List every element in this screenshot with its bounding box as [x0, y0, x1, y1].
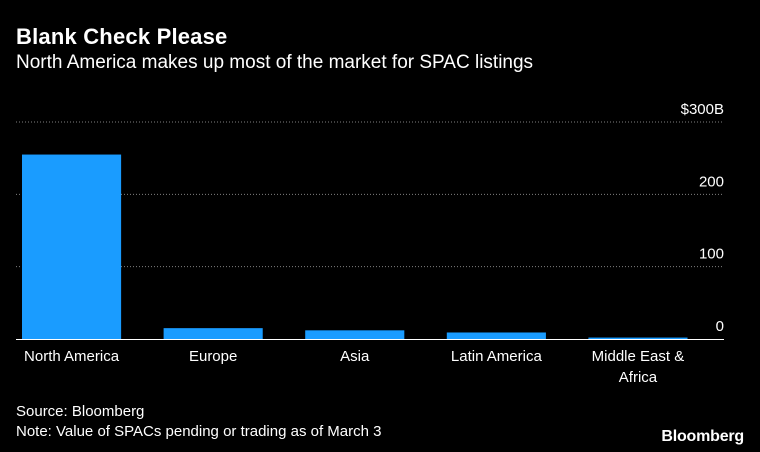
bar-europe [163, 328, 263, 339]
y-tick-label: $300B [681, 101, 724, 118]
x-tick-label: Europe [189, 348, 237, 365]
bar-middle-east-africa [588, 337, 688, 339]
data-note: Note: Value of SPACs pending or trading … [16, 423, 382, 440]
chart-subtitle: North America makes up most of the marke… [16, 52, 534, 73]
y-tick-label: 100 [699, 246, 724, 263]
y-tick-label: 0 [716, 318, 724, 335]
source-note: Source: Bloomberg [16, 403, 145, 420]
chart-title: Blank Check Please [16, 24, 228, 49]
x-tick-label: Asia [340, 348, 370, 365]
bloomberg-logo: Bloomberg [661, 428, 744, 445]
x-tick-label: Latin America [451, 348, 543, 365]
bar-asia [305, 330, 405, 339]
x-tick-label: Middle East & Africa [592, 348, 685, 386]
bar-north-america [22, 154, 122, 339]
bar-latin-america [446, 332, 546, 339]
y-tick-label: 200 [699, 173, 724, 190]
x-tick-label: North America [24, 348, 120, 365]
